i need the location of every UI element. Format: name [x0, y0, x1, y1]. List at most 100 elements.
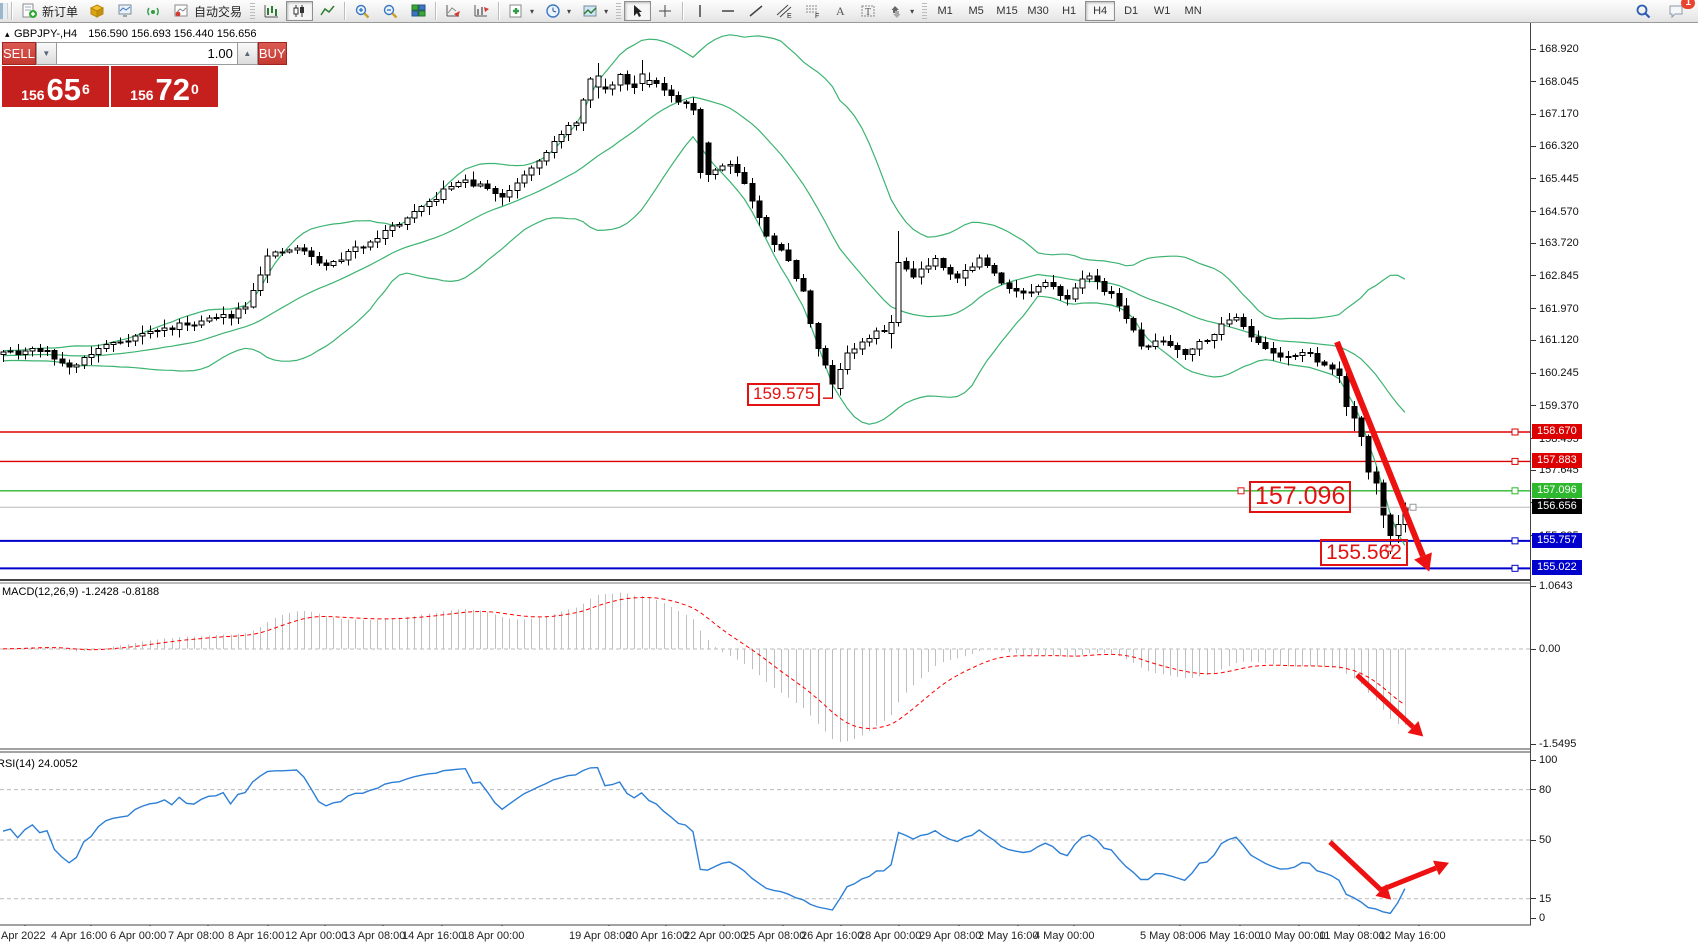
- horizontal-level-lines[interactable]: [0, 428, 1530, 572]
- time-axis-label: 6 Apr 00:00: [110, 930, 167, 942]
- level-price-axis-label[interactable]: 158.670: [1532, 424, 1582, 439]
- period-clock-button[interactable]: ▾: [540, 1, 576, 21]
- crosshair-button[interactable]: [652, 1, 679, 21]
- sell-button[interactable]: SELL: [2, 42, 36, 65]
- add-indicator-button[interactable]: ▾: [503, 1, 539, 21]
- bar-chart-button[interactable]: [258, 1, 285, 21]
- time-axis-label: 12 Apr 00:00: [285, 930, 348, 942]
- one-click-collapse-icon[interactable]: ▴: [5, 29, 10, 39]
- toolbar-separator: [498, 2, 501, 20]
- notification-badge: 1: [1681, 0, 1695, 9]
- price-axis[interactable]: 168.920 168.045 167.170 166.320 165.445 164.5…: [1531, 23, 1698, 945]
- level-price-axis-label[interactable]: 155.757: [1532, 532, 1582, 548]
- annotation-price-label[interactable]: 155.562: [1320, 539, 1408, 567]
- red-arrow: [1328, 840, 1383, 892]
- timeframe-h4[interactable]: H4: [1085, 1, 1116, 21]
- horizontal-line-button[interactable]: [715, 1, 742, 21]
- chevron-down-icon: ▾: [567, 6, 572, 16]
- annotation-price-label[interactable]: 159.575: [747, 383, 821, 406]
- rsi-axis-tick: 50: [1531, 833, 1551, 847]
- candlestick-chart-button[interactable]: [286, 1, 314, 21]
- volume-input[interactable]: [56, 42, 237, 65]
- time-axis-label: 26 Apr 16:00: [801, 930, 864, 942]
- text-label-button[interactable]: T: [855, 1, 882, 21]
- price-tick: 165.445: [1531, 172, 1579, 186]
- price-tick: 166.320: [1531, 139, 1579, 153]
- new-order-button[interactable]: 新订单: [16, 1, 83, 21]
- annotation-connectors: [823, 397, 1393, 552]
- red-arrow-head: [1433, 860, 1449, 876]
- time-axis-label: 4 Apr 16:00: [51, 930, 108, 942]
- cropped-icon[interactable]: [0, 3, 8, 19]
- bid-price-axis-label[interactable]: 156.656: [1532, 499, 1582, 515]
- data-window-icon: [473, 3, 490, 19]
- zoom-out-button[interactable]: [377, 1, 404, 21]
- new-order-label: 新订单: [42, 4, 79, 19]
- level-price-axis-label[interactable]: 157.096: [1532, 482, 1582, 498]
- line-handle: [1511, 487, 1519, 495]
- toolbar-grip: [250, 3, 256, 19]
- auto-trading-button[interactable]: 自动交易: [168, 1, 247, 21]
- cube-button[interactable]: [84, 1, 111, 21]
- time-axis-label: 8 Apr 16:00: [228, 930, 285, 942]
- chart-ohlc-values: 156.590 156.693 156.440 156.656: [88, 28, 257, 40]
- bollinger-bands: [2, 34, 1406, 546]
- time-axis[interactable]: Apr 2022 4 Apr 16:00 6 Apr 00:00 7 Apr 08:0…: [0, 926, 1531, 945]
- sell-price-quote[interactable]: 156 65 6: [2, 66, 109, 107]
- cursor-button[interactable]: [624, 1, 652, 21]
- text-button[interactable]: A: [827, 1, 854, 21]
- rsi-axis-tick: 100: [1531, 753, 1557, 767]
- monitor-button[interactable]: [112, 1, 139, 21]
- search-icon: [1635, 3, 1652, 19]
- volume-up-button[interactable]: ▲: [236, 42, 258, 65]
- vertical-line-button[interactable]: [687, 1, 714, 21]
- time-axis-label: 25 Apr 08:00: [743, 930, 806, 942]
- timeframe-mn[interactable]: MN: [1178, 1, 1208, 21]
- buy-button[interactable]: BUY: [257, 42, 287, 65]
- trendline-icon: [748, 3, 765, 19]
- template-button[interactable]: ▾: [577, 1, 613, 21]
- toolbar-grip: [922, 3, 928, 19]
- time-axis-label: 12 May 16:00: [1379, 930, 1446, 942]
- level-price-axis-label[interactable]: 155.022: [1532, 560, 1582, 576]
- equidistant-channel-button[interactable]: E: [771, 1, 798, 21]
- line-chart-button[interactable]: [314, 1, 341, 21]
- timeframe-d1[interactable]: D1: [1116, 1, 1146, 21]
- buy-price-quote[interactable]: 156 72 0: [111, 66, 218, 107]
- data-window-button[interactable]: [468, 1, 495, 21]
- trend-arrow-annotations[interactable]: [1328, 340, 1449, 900]
- timeframe-h1[interactable]: H1: [1054, 1, 1084, 21]
- chart-root: ▴ GBPJPY-,H4 156.590 156.693 156.440 156…: [0, 23, 1698, 945]
- volume-down-button[interactable]: ▼: [35, 42, 57, 65]
- fibonacci-button[interactable]: F: [799, 1, 826, 21]
- search-button[interactable]: [1630, 1, 1657, 21]
- timeframe-m1[interactable]: M1: [930, 1, 960, 21]
- tile-windows-button[interactable]: [405, 1, 432, 21]
- annotation-price-label[interactable]: 157.096: [1249, 481, 1352, 513]
- main-toolbar: 新订单 自动交易: [0, 0, 1698, 23]
- candlestick-chart-icon: [291, 3, 308, 19]
- arrows-icon: [888, 3, 905, 19]
- monitor-icon: [117, 3, 134, 19]
- trendline-button[interactable]: [743, 1, 770, 21]
- price-tick: 161.120: [1531, 333, 1579, 347]
- timeframe-w1[interactable]: W1: [1147, 1, 1177, 21]
- zoom-in-button[interactable]: [349, 1, 376, 21]
- bid-price-line: [0, 503, 1530, 511]
- timeframe-m30[interactable]: M30: [1023, 1, 1053, 21]
- level-price-axis-label[interactable]: 157.883: [1532, 453, 1582, 469]
- timeframe-m15[interactable]: M15: [992, 1, 1022, 21]
- indicators-window-button[interactable]: [440, 1, 467, 21]
- chat-button[interactable]: 1: [1663, 0, 1695, 21]
- rsi-indicator: [2, 766, 1406, 915]
- broadcast-button[interactable]: [140, 1, 167, 21]
- arrows-button[interactable]: ▾: [883, 1, 919, 21]
- horizontal-line-icon: [720, 3, 737, 19]
- chart-symbol-period: GBPJPY-,H4: [14, 28, 78, 40]
- macd-indicator: [2, 592, 1406, 742]
- text-label-icon: T: [860, 3, 877, 19]
- cursor-icon: [629, 3, 646, 19]
- sell-price-prefix: 156: [21, 87, 45, 103]
- price-chart-canvas[interactable]: [0, 23, 1698, 945]
- timeframe-m5[interactable]: M5: [961, 1, 991, 21]
